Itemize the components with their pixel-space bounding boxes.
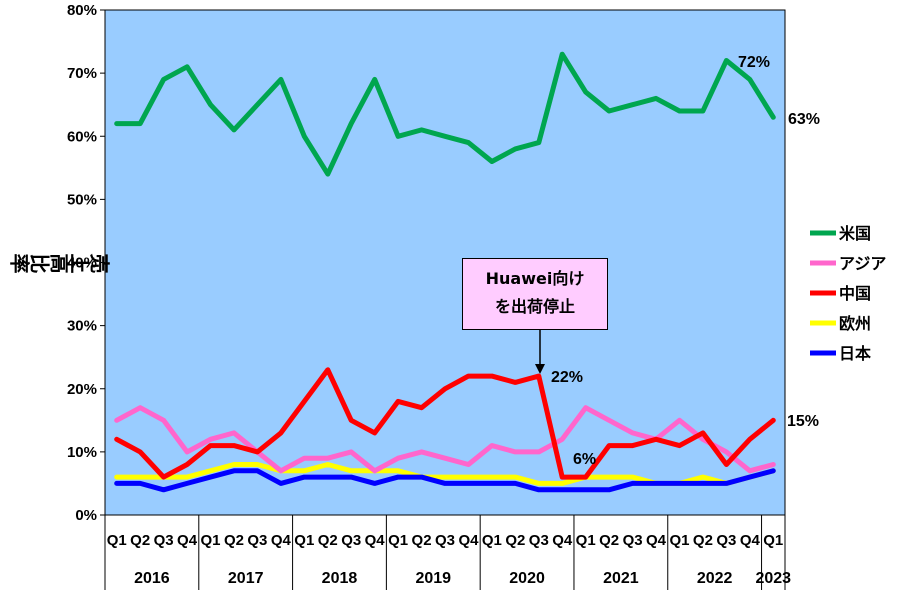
annotation-us-peak: 72% [738, 54, 770, 71]
x-tick-label: Q1 [763, 532, 783, 549]
legend-label: アジア [839, 254, 886, 273]
huawei-callout: Huawei向け を出荷停止 [462, 258, 608, 330]
plot-area [104, 9, 786, 516]
year-label: 2019 [415, 570, 451, 587]
year-label: 2016 [134, 570, 170, 587]
x-tick-label: Q2 [505, 532, 525, 549]
x-tick-label: Q3 [716, 532, 736, 549]
series-lines [114, 51, 776, 493]
legend-label: 中国 [839, 284, 871, 303]
x-tick-label: Q1 [107, 532, 127, 549]
y-axis: 0% 10% 20% 30% 40% 50% 60% 70% 80% [67, 2, 105, 524]
y-tick-label: 50% [67, 191, 97, 208]
x-tick-label: Q3 [247, 532, 267, 549]
x-tick-label: Q1 [388, 532, 408, 549]
x-tick-label: Q3 [435, 532, 455, 549]
x-tick-label: Q2 [599, 532, 619, 549]
annotation-us-last: 63% [788, 111, 820, 128]
x-tick-label: Q2 [693, 532, 713, 549]
y-axis-title: 売上高比率（%） [0, 250, 110, 274]
y-tick-label: 70% [67, 65, 97, 82]
callout-line-2: を出荷停止 [494, 297, 575, 316]
annotations: 72% 63% 22% 6% 15% [535, 54, 820, 468]
callout-arrowhead [535, 364, 545, 374]
year-label: 2018 [322, 570, 358, 587]
callout-line-1: Huawei向け [485, 269, 585, 288]
x-tick-label: Q4 [458, 532, 479, 549]
x-tick-label: Q3 [529, 532, 549, 549]
x-tick-label: Q4 [271, 532, 292, 549]
year-label: 2022 [697, 570, 733, 587]
x-tick-label: Q1 [576, 532, 596, 549]
legend-label: 米国 [839, 224, 871, 243]
annotation-china-low: 6% [573, 451, 596, 468]
x-tick-label: Q4 [177, 532, 198, 549]
year-label: 2020 [509, 570, 545, 587]
annotation-china-peak: 22% [551, 369, 583, 386]
x-tick-label: Q1 [482, 532, 502, 549]
x-tick-label: Q2 [412, 532, 432, 549]
x-tick-label: Q4 [552, 532, 573, 549]
x-tick-label: Q3 [341, 532, 361, 549]
x-axis: Q1 Q2 Q3 Q4 Q1 Q2 Q3 Q4 Q1 Q2 Q3 Q4 Q1 Q2 Q3 Q4 Q1 Q2 Q3 Q4… [104, 515, 791, 590]
y-tick-label: 40% [67, 255, 97, 272]
series-line-1 [114, 405, 776, 474]
year-label: 2023 [755, 570, 791, 587]
series-line-4 [114, 468, 776, 493]
y-tick-label: 30% [67, 318, 97, 335]
x-tick-label: Q4 [646, 532, 667, 549]
x-tick-label: Q1 [201, 532, 221, 549]
y-tick-label: 20% [67, 381, 97, 398]
y-tick-label: 60% [67, 128, 97, 145]
y-tick-label: 10% [67, 444, 97, 461]
year-label: 2021 [603, 570, 639, 587]
series-line-0 [114, 51, 776, 177]
legend-label: 欧州 [839, 314, 871, 333]
x-tick-label: Q2 [318, 532, 338, 549]
year-label: 2017 [228, 570, 264, 587]
annotation-china-last: 15% [787, 413, 819, 430]
x-tick-label: Q4 [365, 532, 386, 549]
y-tick-label: 0% [75, 507, 97, 524]
x-tick-label: Q3 [154, 532, 174, 549]
x-tick-label: Q2 [130, 532, 150, 549]
x-tick-label: Q1 [669, 532, 689, 549]
series-line-2 [114, 367, 776, 480]
x-tick-label: Q4 [740, 532, 761, 549]
x-tick-label: Q3 [623, 532, 643, 549]
legend-label: 日本 [839, 344, 871, 363]
x-tick-label: Q2 [224, 532, 244, 549]
x-tick-label: Q1 [294, 532, 314, 549]
y-tick-label: 80% [67, 2, 97, 19]
